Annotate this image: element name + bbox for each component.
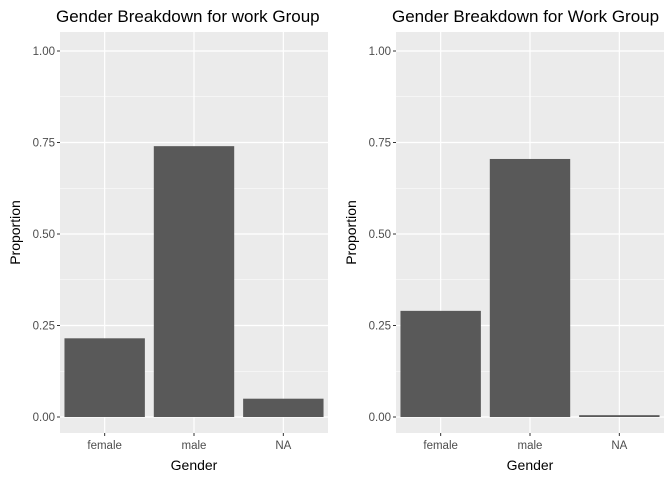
x-tick-label: NA	[611, 440, 627, 452]
chart-panel-1: 0.00 0.25 0.50 0.75 1.00 female male NA Gender B…	[7, 7, 328, 473]
x-tick-label: female	[87, 440, 122, 452]
x-tick-label: male	[182, 440, 207, 452]
x-tick-label: male	[518, 440, 543, 452]
x-tick-label: female	[423, 440, 458, 452]
bar-na	[243, 398, 324, 417]
chart-title: Gender Breakdown for work Group	[56, 7, 320, 26]
x-tick-label: NA	[275, 440, 291, 452]
bar-na	[579, 415, 660, 417]
bar-female	[400, 310, 481, 417]
bar-male	[489, 158, 571, 417]
y-tick-label: 0.25	[369, 321, 391, 333]
y-tick-label: 0.25	[33, 321, 55, 333]
bar-female	[64, 338, 145, 417]
y-axis-label: Proportion	[7, 200, 23, 265]
x-axis-label: Gender	[507, 457, 554, 473]
y-tick-label: 1.00	[369, 46, 391, 58]
y-tick-label: 0.00	[369, 412, 391, 424]
y-tick-label: 0.00	[33, 412, 55, 424]
chart-panel-2: 0.00 0.25 0.50 0.75 1.00 female male NA Gender B…	[343, 7, 664, 473]
y-tick-label: 0.75	[33, 138, 55, 150]
bar-male	[153, 146, 235, 417]
y-axis-label: Proportion	[343, 200, 359, 265]
x-axis-label: Gender	[171, 457, 218, 473]
y-tick-label: 0.50	[369, 229, 391, 241]
chart-title: Gender Breakdown for Work Group	[392, 7, 659, 26]
y-tick-label: 1.00	[33, 46, 55, 58]
y-tick-label: 0.50	[33, 229, 55, 241]
y-tick-label: 0.75	[369, 138, 391, 150]
